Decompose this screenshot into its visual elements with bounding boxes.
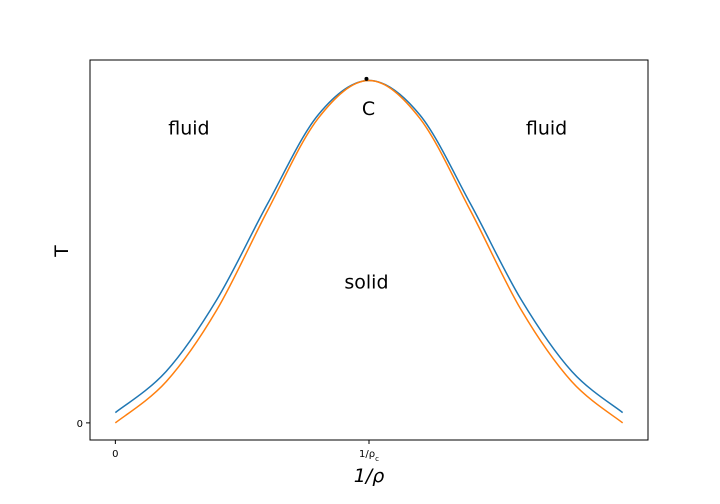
region-label-fluid-0: fluid (168, 117, 209, 139)
critical-point-marker (364, 76, 369, 81)
ticks-group: 0 1/ρc 0 (77, 419, 379, 463)
y-axis-label: T (51, 245, 73, 258)
series-line-2 (114, 79, 624, 424)
region-label-fluid-1: fluid (526, 117, 567, 139)
y-tick-label-0: 0 (77, 419, 83, 430)
x-axis-label: 1/ρ (354, 465, 385, 487)
x-tick-label-1: 1/ρc (359, 449, 379, 463)
series-group (114, 76, 624, 424)
region-label-solid-2: solid (344, 272, 388, 294)
x-tick-label-0: 0 (112, 449, 118, 460)
critical-point-label: C (362, 98, 375, 120)
